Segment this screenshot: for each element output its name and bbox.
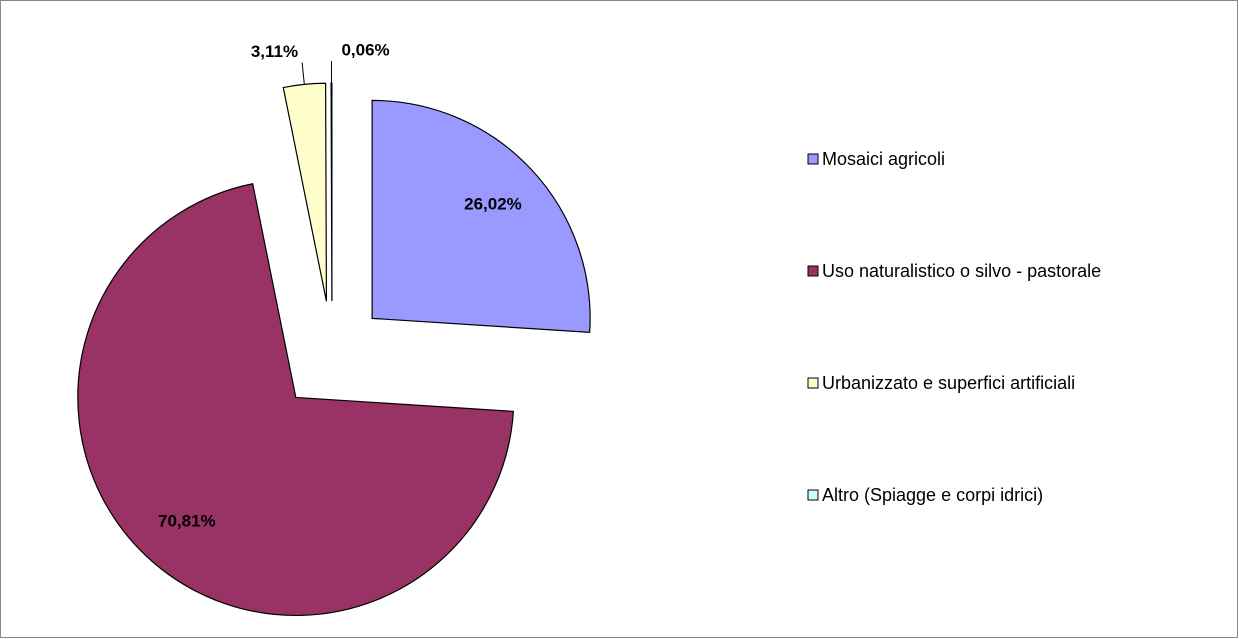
legend-swatch bbox=[807, 153, 819, 165]
legend-swatch bbox=[807, 377, 819, 389]
data-label: 26,02% bbox=[464, 195, 522, 214]
data-label: 3,11% bbox=[251, 42, 298, 61]
legend-swatch bbox=[807, 265, 819, 277]
legend-label: Urbanizzato e superfici artificiali bbox=[822, 373, 1075, 393]
data-label: 70,81% bbox=[158, 512, 216, 531]
pie-slice bbox=[371, 99, 591, 333]
legend-label: Mosaici agricoli bbox=[822, 149, 945, 169]
pie-slice bbox=[330, 82, 333, 302]
data-label: 0,06% bbox=[341, 40, 389, 59]
pie-slice bbox=[77, 183, 515, 617]
legend-swatch bbox=[807, 489, 819, 501]
legend-label: Altro (Spiagge e corpi idrici) bbox=[822, 485, 1043, 505]
legend-label: Uso naturalistico o silvo - pastorale bbox=[822, 261, 1101, 281]
leader-line bbox=[301, 62, 305, 85]
